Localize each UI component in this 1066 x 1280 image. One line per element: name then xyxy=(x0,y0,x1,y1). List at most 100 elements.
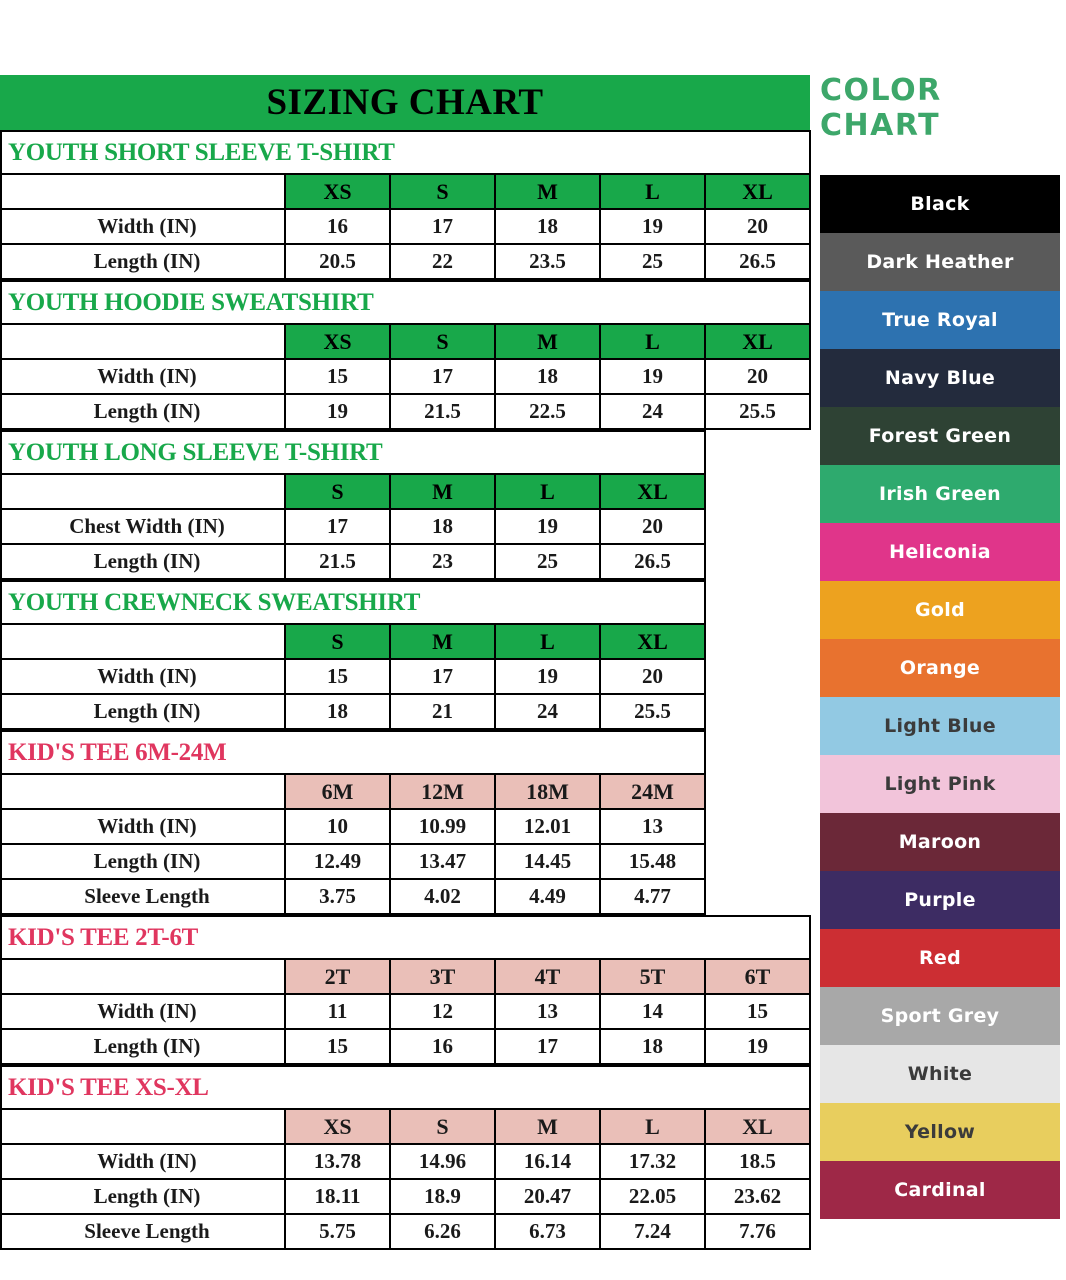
measurement-value: 23.5 xyxy=(494,243,601,280)
measurement-value: 12 xyxy=(389,993,496,1030)
size-header-cell: M xyxy=(494,173,601,210)
measurement-value: 15 xyxy=(284,658,391,695)
color-swatch[interactable]: Black xyxy=(820,175,1060,233)
color-swatch[interactable]: Dark Heather xyxy=(820,233,1060,291)
size-header-cell: XL xyxy=(703,323,812,360)
measurement-value: 7.76 xyxy=(703,1213,812,1250)
size-header-row: 2T 3T 4T 5T 6T xyxy=(0,958,812,995)
size-table-3: YOUTH LONG SLEEVE T-SHIRT S M L XL Chest Widt… xyxy=(0,430,706,580)
table-row: Length (IN) 21.5 23 25 26.5 xyxy=(0,543,706,580)
measurement-value: 14 xyxy=(599,993,706,1030)
color-swatch[interactable]: Red xyxy=(820,929,1060,987)
size-header-cell: 24M xyxy=(599,773,706,810)
table-row: Sleeve Length 3.75 4.02 4.49 4.77 xyxy=(0,878,706,915)
measurement-label: Chest Width (IN) xyxy=(0,508,286,545)
color-swatch[interactable]: Sport Grey xyxy=(820,987,1060,1045)
size-table-6: KID'S TEE 2T-6T 2T 3T 4T 5T 6T Width (IN) 11 12 1… xyxy=(0,915,812,1065)
measurement-value: 20 xyxy=(599,658,706,695)
measurement-value: 19 xyxy=(494,508,601,545)
section-heading-row: KID'S TEE 2T-6T xyxy=(0,915,812,960)
measurement-value: 23.62 xyxy=(703,1178,812,1215)
measurement-value: 22.05 xyxy=(599,1178,706,1215)
table-row: Sleeve Length 5.75 6.26 6.73 7.24 7.76 xyxy=(0,1213,812,1250)
measurement-label: Length (IN) xyxy=(0,1028,286,1065)
color-swatch[interactable]: Navy Blue xyxy=(820,349,1060,407)
header-corner-cell xyxy=(0,623,286,660)
section-heading-row: KID'S TEE 6M-24M xyxy=(0,730,706,775)
measurement-label: Sleeve Length xyxy=(0,878,286,915)
header-corner-cell xyxy=(0,1108,286,1145)
size-table-5: KID'S TEE 6M-24M 6M 12M 18M 24M Width (IN) 10 1… xyxy=(0,730,706,915)
measurement-value: 13 xyxy=(494,993,601,1030)
measurement-value: 21.5 xyxy=(389,393,496,430)
measurement-value: 4.49 xyxy=(494,878,601,915)
measurement-value: 20 xyxy=(703,358,812,395)
header-corner-cell xyxy=(0,173,286,210)
size-table-4: YOUTH CREWNECK SWEATSHIRT S M L XL Width (IN)… xyxy=(0,580,706,730)
measurement-value: 15 xyxy=(703,993,812,1030)
measurement-value: 16 xyxy=(284,208,391,245)
measurement-value: 17 xyxy=(284,508,391,545)
measurement-value: 22 xyxy=(389,243,496,280)
measurement-value: 18.11 xyxy=(284,1178,391,1215)
color-swatch[interactable]: Gold xyxy=(820,581,1060,639)
measurement-value: 19 xyxy=(284,393,391,430)
measurement-value: 20 xyxy=(703,208,812,245)
measurement-value: 24 xyxy=(599,393,706,430)
color-swatch[interactable]: Forest Green xyxy=(820,407,1060,465)
measurement-value: 7.24 xyxy=(599,1213,706,1250)
size-header-cell: L xyxy=(494,473,601,510)
size-header-cell: XS xyxy=(284,173,391,210)
color-swatch[interactable]: Maroon xyxy=(820,813,1060,871)
measurement-value: 20.47 xyxy=(494,1178,601,1215)
header-corner-cell xyxy=(0,773,286,810)
sizing-chart-title-banner: SIZING CHART xyxy=(0,75,810,130)
measurement-label: Length (IN) xyxy=(0,543,286,580)
measurement-value: 17 xyxy=(494,1028,601,1065)
color-swatch[interactable]: Light Blue xyxy=(820,697,1060,755)
color-swatch[interactable]: Irish Green xyxy=(820,465,1060,523)
color-swatch-list: Black Dark Heather True Royal Navy Blue Fore… xyxy=(820,175,1060,1219)
size-header-cell: 4T xyxy=(494,958,601,995)
measurement-value: 26.5 xyxy=(599,543,706,580)
size-header-cell: S xyxy=(389,1108,496,1145)
measurement-value: 15 xyxy=(284,1028,391,1065)
measurement-value: 19 xyxy=(599,358,706,395)
color-swatch[interactable]: Cardinal xyxy=(820,1161,1060,1219)
size-header-cell: 6M xyxy=(284,773,391,810)
section-title: YOUTH HOODIE SWEATSHIRT xyxy=(0,280,812,325)
measurement-value: 11 xyxy=(284,993,391,1030)
size-header-cell: L xyxy=(494,623,601,660)
color-swatch[interactable]: True Royal xyxy=(820,291,1060,349)
size-header-cell: M xyxy=(389,473,496,510)
table-row: Width (IN) 16 17 18 19 20 xyxy=(0,208,812,245)
section-heading-row: KID'S TEE XS-XL xyxy=(0,1065,812,1110)
measurement-value: 20 xyxy=(599,508,706,545)
table-row: Width (IN) 11 12 13 14 15 xyxy=(0,993,812,1030)
size-header-cell: 3T xyxy=(389,958,496,995)
measurement-value: 25 xyxy=(494,543,601,580)
size-table-7: KID'S TEE XS-XL XS S M L XL Width (IN) 13.78 14.… xyxy=(0,1065,812,1250)
size-header-cell: M xyxy=(389,623,496,660)
measurement-label: Length (IN) xyxy=(0,393,286,430)
section-title: KID'S TEE 2T-6T xyxy=(0,915,812,960)
measurement-value: 21 xyxy=(389,693,496,730)
table-row: Chest Width (IN) 17 18 19 20 xyxy=(0,508,706,545)
measurement-value: 15 xyxy=(284,358,391,395)
color-swatch[interactable]: Orange xyxy=(820,639,1060,697)
color-swatch[interactable]: White xyxy=(820,1045,1060,1103)
table-row: Length (IN) 18 21 24 25.5 xyxy=(0,693,706,730)
size-header-cell: S xyxy=(389,173,496,210)
measurement-value: 23 xyxy=(389,543,496,580)
measurement-label: Length (IN) xyxy=(0,243,286,280)
color-swatch[interactable]: Heliconia xyxy=(820,523,1060,581)
color-chart-title: COLOR CHART xyxy=(820,72,942,143)
size-header-cell: M xyxy=(494,1108,601,1145)
color-swatch[interactable]: Purple xyxy=(820,871,1060,929)
measurement-value: 20.5 xyxy=(284,243,391,280)
measurement-value: 25 xyxy=(599,243,706,280)
size-header-cell: 6T xyxy=(703,958,812,995)
color-swatch[interactable]: Yellow xyxy=(820,1103,1060,1161)
color-chart-panel: COLOR CHART Black Dark Heather True Royal N… xyxy=(820,72,1060,1219)
color-swatch[interactable]: Light Pink xyxy=(820,755,1060,813)
